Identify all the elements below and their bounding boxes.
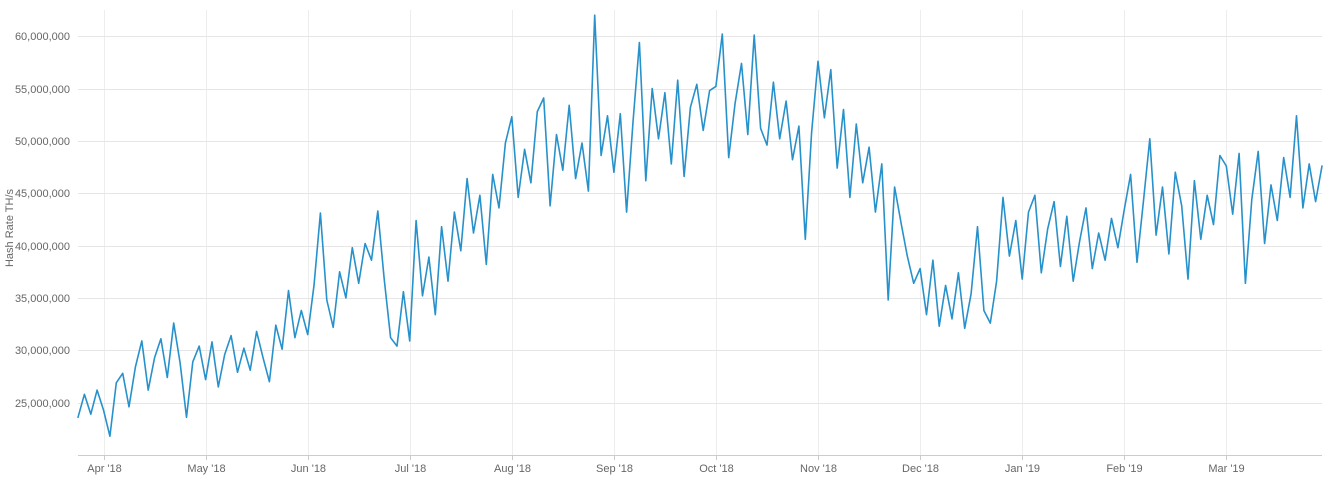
x-tick-label: Jan '19 — [1005, 463, 1040, 475]
hashrate-line-series[interactable] — [77, 14, 1323, 437]
y-tick-label: 60,000,000 — [15, 31, 70, 43]
y-tick-label: 40,000,000 — [15, 241, 70, 253]
x-tick-label: Jun '18 — [291, 463, 326, 475]
y-tick-label: 50,000,000 — [15, 136, 70, 148]
x-tick-label: Oct '18 — [699, 463, 734, 475]
x-tick-label: May '18 — [187, 463, 225, 475]
x-tick-label: Nov '18 — [800, 463, 837, 475]
y-tick-label: 45,000,000 — [15, 188, 70, 200]
x-tick-label: Sep '18 — [596, 463, 633, 475]
x-tick-label: Jul '18 — [395, 463, 426, 475]
x-tick-label: Feb '19 — [1106, 463, 1142, 475]
y-tick-label: 30,000,000 — [15, 345, 70, 357]
y-tick-label: 55,000,000 — [15, 84, 70, 96]
x-tick-label: Apr '18 — [87, 463, 122, 475]
y-tick-label: 35,000,000 — [15, 293, 70, 305]
y-tick-label: 25,000,000 — [15, 398, 70, 410]
x-tick-label: Aug '18 — [494, 463, 531, 475]
x-tick-label: Dec '18 — [902, 463, 939, 475]
x-tick-label: Mar '19 — [1208, 463, 1244, 475]
